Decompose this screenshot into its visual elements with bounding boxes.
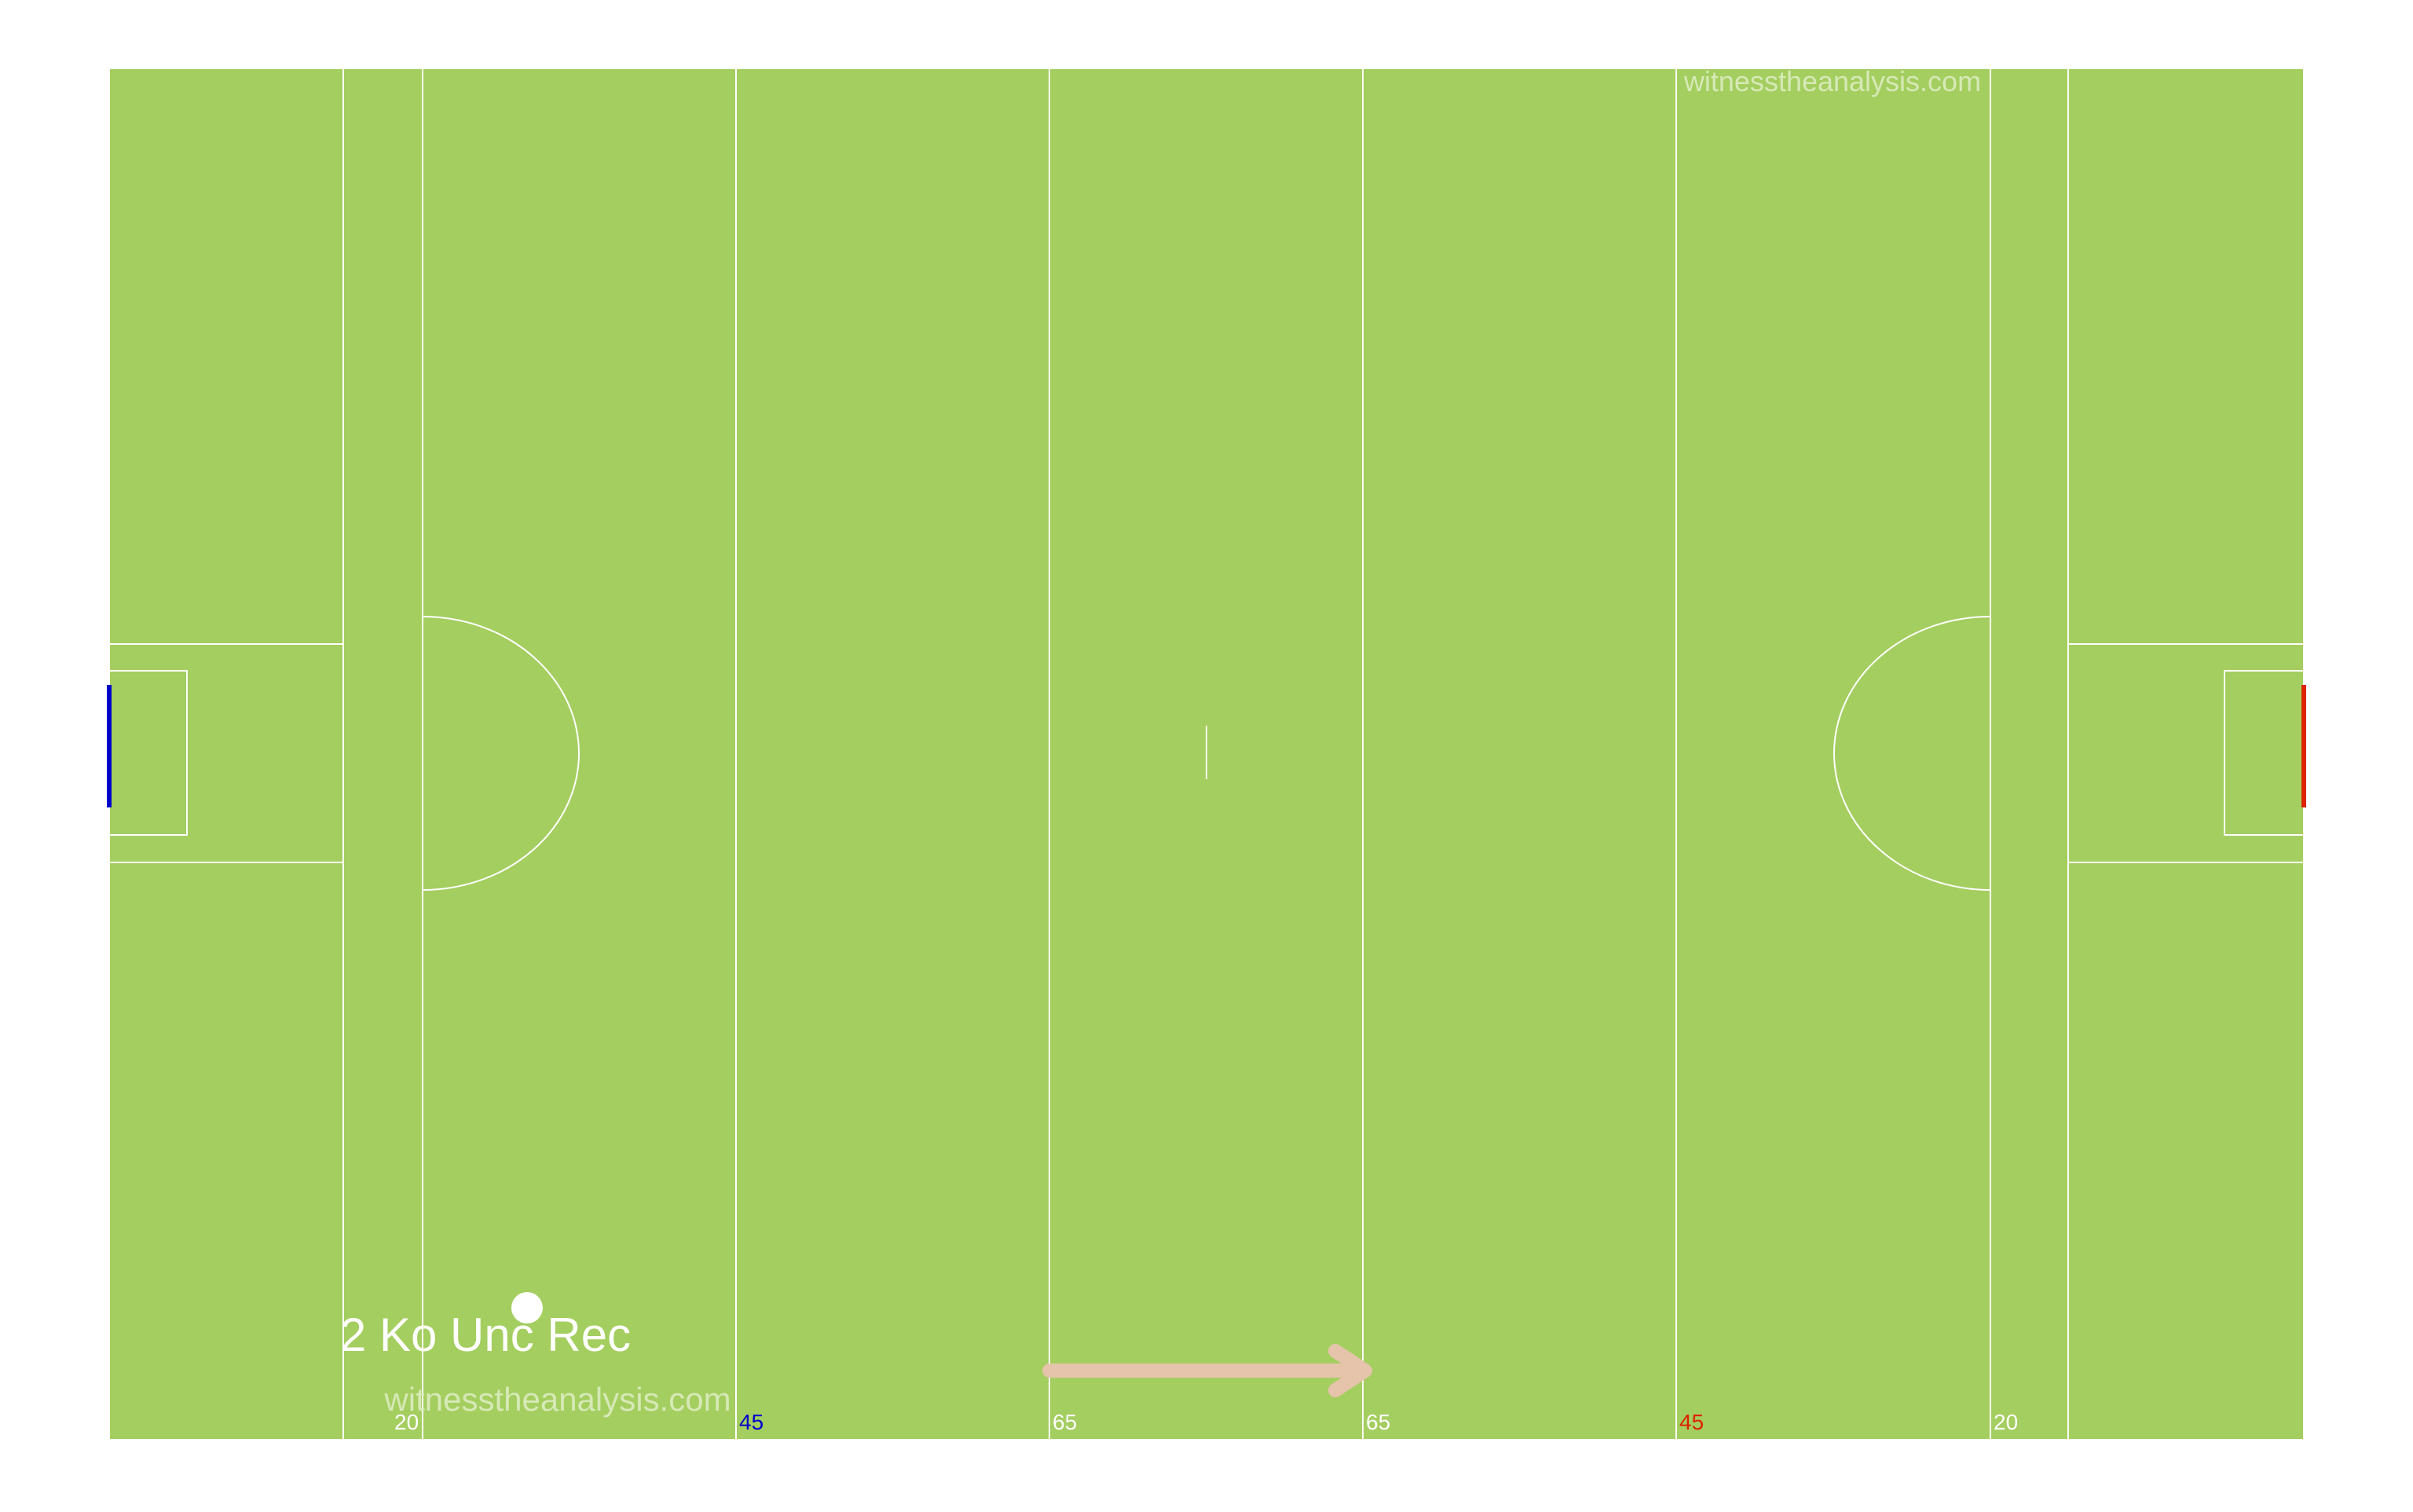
marker-left-65: 65 [1053, 1410, 1077, 1434]
direction-arrow [1042, 1344, 1372, 1397]
left-d-arc [422, 616, 580, 891]
marker-left-45: 45 [739, 1410, 763, 1434]
left-small-rect [110, 670, 188, 836]
marker-left-20: 20 [394, 1410, 419, 1434]
marker-right-65: 65 [1366, 1410, 1390, 1434]
right-d-arc [1833, 616, 1991, 891]
watermark-bottom: witnesstheanalysis.com [383, 1381, 730, 1418]
right-goal [2301, 685, 2306, 807]
event-ball [511, 1292, 543, 1323]
marker-right-45: 45 [1679, 1410, 1704, 1434]
event-label: 2 Ko Unc Rec [340, 1309, 631, 1361]
marker-right-20: 20 [1994, 1410, 2018, 1434]
watermark-top: witnesstheanalysis.com [1683, 65, 1981, 97]
left-goal [107, 685, 112, 807]
right-small-rect [2224, 670, 2303, 836]
pitch-lines [110, 69, 2303, 1439]
